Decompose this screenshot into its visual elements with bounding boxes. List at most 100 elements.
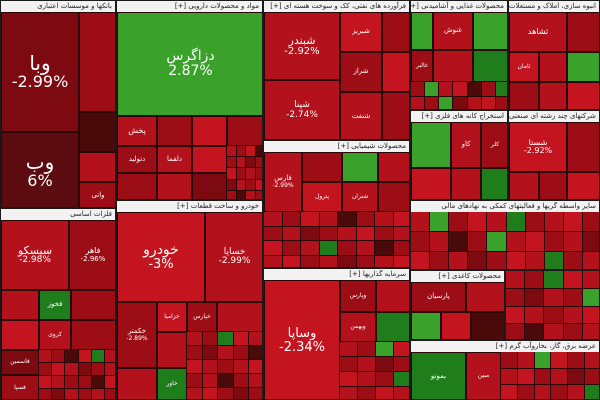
sector-banks[interactable]: بانکها و موسسات اعتباری وبا -2.99% وب 6%… (0, 0, 116, 208)
tile-shenaft[interactable]: شنفت (340, 92, 382, 139)
tile-small[interactable] (376, 280, 409, 312)
tile-small[interactable] (466, 282, 504, 312)
tile-saman[interactable]: ثامان (509, 52, 539, 82)
sector-realestate[interactable]: انبوه سازی، املاک و مستغلات [+] ثشاهد ثا… (508, 0, 600, 110)
tile-shasta[interactable]: شستا -2.92% (509, 122, 567, 172)
tile-shepana[interactable]: شپنا -2.74% (264, 80, 340, 139)
tile-small[interactable] (567, 82, 599, 109)
tile-small[interactable] (433, 50, 473, 82)
tile-parsian[interactable]: پارسیان (411, 282, 466, 312)
sector-pharma[interactable]: مواد و محصولات دارویی [+] دزاگرس 2.87% پ… (116, 0, 263, 200)
tile-small[interactable]: واتی (79, 182, 115, 207)
tile-sashahed[interactable]: ثشاهد (509, 12, 567, 52)
tile-shebandar[interactable]: شبندر -2.92% (264, 12, 340, 80)
tile-small[interactable] (378, 182, 409, 212)
tile-small[interactable] (411, 122, 451, 168)
tile-small[interactable] (567, 122, 599, 172)
tile-shiraz[interactable]: شتران (342, 182, 378, 212)
tile-shabriz[interactable]: شبریز (340, 12, 382, 52)
tile-small[interactable] (473, 12, 507, 50)
tile-fasemin[interactable]: فاسمین (1, 350, 39, 375)
tile-fameli[interactable]: فاهر -2.96% (69, 220, 115, 290)
tile-small[interactable] (567, 12, 599, 52)
tile-small[interactable] (378, 152, 409, 182)
tile-small[interactable] (539, 172, 567, 199)
tile-kalor[interactable]: کلر (481, 122, 507, 168)
tile-small[interactable] (382, 92, 409, 139)
sector-mining[interactable]: استخراج کانه های فلزی [+] کاو کلر (410, 110, 508, 200)
sector-auto[interactable]: خودرو و ساخت قطعات [+] خودرو -3% خساپا -… (116, 200, 263, 400)
tile-small[interactable] (473, 50, 507, 82)
tile-khzamiya[interactable]: خزامیا (157, 302, 187, 332)
tile-small[interactable] (157, 332, 187, 368)
tile-small[interactable] (1, 290, 39, 320)
tile-petrol[interactable]: پترول (302, 182, 342, 212)
sector-petchem[interactable]: محصولات شیمیایی [+] فارس -2.99% پترول شت… (263, 140, 410, 268)
tile-ghenoosh[interactable]: غنوش (433, 12, 473, 50)
tile-dtolid[interactable]: دتولید (117, 146, 157, 173)
sector-paper[interactable]: محصولات کاغذی [+] پارسیان (410, 270, 505, 340)
tile-kaveh[interactable]: کاو (451, 122, 481, 168)
tile-small[interactable] (192, 146, 227, 173)
tile-small[interactable] (79, 152, 115, 182)
tile-small[interactable] (451, 168, 481, 199)
tile-small[interactable] (376, 312, 409, 342)
tile-small[interactable] (227, 116, 262, 146)
sector-leasing[interactable]: سایر واسطه گریها و فعالیتهای کمکی به نها… (410, 200, 600, 270)
tile-small[interactable] (539, 52, 567, 82)
tile-small[interactable] (411, 312, 441, 339)
tile-small[interactable] (411, 12, 433, 50)
tile-small[interactable] (1, 320, 39, 350)
tile-small[interactable] (192, 173, 227, 199)
sector-metals[interactable]: فلزات اساسی سیسکو -2.98% فاهر -2.96% فخو… (0, 208, 116, 400)
tile-small[interactable] (509, 172, 539, 199)
tile-small[interactable] (411, 168, 451, 199)
sector-invest[interactable]: سرمایه گذاریها [+] وساپا -2.34% وپارس وب… (263, 268, 410, 400)
tile-small[interactable] (342, 152, 378, 182)
tile-mobin[interactable]: مبین (466, 352, 501, 399)
sector-food[interactable]: محصولات غذایی و آشامیدنی [+] غنوش غالبر (410, 0, 508, 110)
tile-vebmellat[interactable]: وبا -2.99% (1, 12, 79, 132)
tile-small[interactable] (157, 116, 192, 146)
tile-ghalbar[interactable]: غالبر (411, 50, 433, 82)
tile-small[interactable] (302, 152, 342, 182)
tile-small[interactable] (382, 52, 409, 92)
tile-small[interactable] (481, 168, 507, 199)
tile-small[interactable] (117, 173, 157, 199)
tile-vebsader[interactable]: وب 6% (1, 132, 79, 207)
tile-small[interactable] (71, 290, 115, 320)
tile-small[interactable] (117, 368, 157, 399)
tile-khodro[interactable]: خودرو -3% (117, 212, 205, 302)
tile-vesapa[interactable]: وساپا -2.34% (264, 280, 340, 399)
tile-vepars[interactable]: وپارس (340, 280, 376, 312)
sector-multi[interactable]: شرکتهای چند رشته ای صنعتی شستا -2.92% (508, 110, 600, 200)
tile-khavar[interactable]: خاور (157, 368, 187, 399)
tile-small[interactable] (539, 82, 567, 109)
tile-fakhouz[interactable]: فخوز (39, 290, 71, 320)
tile-small[interactable] (79, 12, 115, 112)
tile-faras[interactable]: فارس -2.99% (264, 152, 302, 212)
tile-small[interactable] (471, 312, 504, 339)
tile-small[interactable] (441, 312, 471, 339)
tile-dalqama[interactable]: دلقما (157, 146, 192, 173)
tile-sisko[interactable]: سیسکو -2.98% (1, 220, 69, 290)
sector-utility[interactable]: عرضه برق، گاز، بخاروآب گرم [+] بموتو مبی… (410, 340, 600, 400)
tile-small[interactable] (567, 52, 599, 82)
tile-khparsi[interactable]: خپارس (187, 302, 217, 332)
tile-small[interactable] (217, 302, 262, 332)
tile-pakhsh[interactable]: پخش (117, 116, 157, 146)
tile-korvi[interactable]: کروی (39, 320, 71, 350)
tile-sharaz[interactable]: شراز (340, 52, 382, 92)
tile-dragros[interactable]: دزاگرس 2.87% (117, 12, 262, 116)
tile-small[interactable] (567, 172, 599, 199)
tile-khgostar[interactable]: خکمتر -2.89% (117, 302, 157, 368)
tile-small[interactable] (192, 116, 227, 146)
tile-small[interactable] (509, 82, 539, 109)
tile-small[interactable] (157, 173, 192, 199)
tile-small[interactable] (71, 320, 115, 350)
sector-right-misc[interactable] (505, 270, 600, 340)
tile-khsapa[interactable]: خساپا -2.99% (205, 212, 262, 302)
tile-small[interactable] (79, 112, 115, 152)
sector-oil[interactable]: فرآورده های نفتی، کک و سوخت هسته ای [+] … (263, 0, 410, 140)
tile-small[interactable] (382, 12, 409, 52)
